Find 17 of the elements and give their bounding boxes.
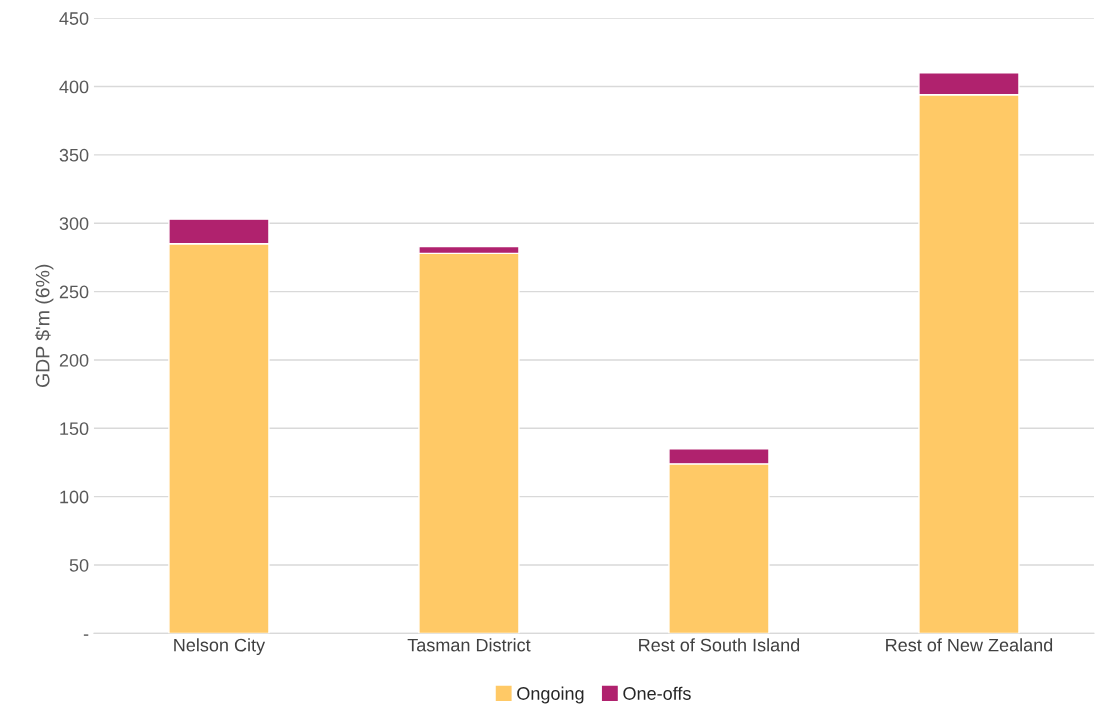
legend-label: Ongoing xyxy=(517,686,584,704)
y-tick-label: - xyxy=(83,634,89,636)
y-tick-label: 400 xyxy=(59,80,89,94)
y-tick-label: 350 xyxy=(59,148,89,162)
y-tick-label: 300 xyxy=(59,217,89,230)
y-tick-label: 100 xyxy=(60,490,89,504)
x-tick-label: Rest of South Island xyxy=(639,638,800,652)
x-tick-label: Nelson City xyxy=(174,638,266,656)
y-tick-label: 150 xyxy=(60,422,89,436)
x-tick-label: Rest of New Zealand xyxy=(886,638,1053,652)
y-tick-label: 200 xyxy=(59,353,89,367)
y-axis-title: GDP $'m (6%) xyxy=(34,264,54,387)
y-tick-label: 50 xyxy=(69,558,89,572)
y-tick-label: 250 xyxy=(59,285,89,299)
y-tick-label: 450 xyxy=(59,12,89,25)
legend-label: One-offs xyxy=(623,686,691,700)
x-tick-label: Tasman District xyxy=(407,638,531,652)
